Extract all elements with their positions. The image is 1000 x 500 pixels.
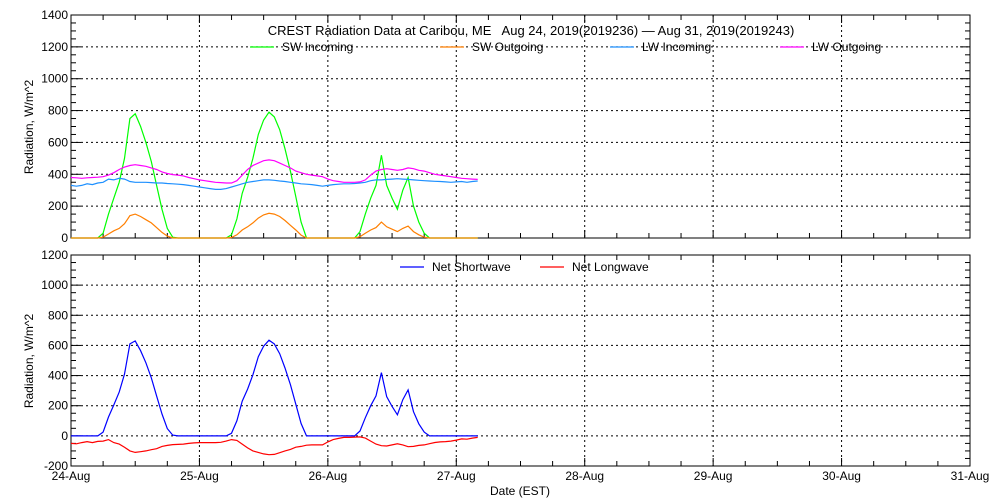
y-tick-label: 1000 [41, 72, 68, 86]
series-line-net-shortwave [71, 339, 478, 437]
y-tick-label: 1200 [41, 40, 68, 54]
chart-title: CREST Radiation Data at Caribou, ME Aug … [268, 23, 795, 38]
legend-label: Net Shortwave [432, 260, 511, 274]
series-line-sw-incoming [71, 111, 478, 239]
y-tick-label: -200 [44, 459, 68, 473]
y-tick-label: 600 [48, 135, 68, 149]
x-tick-label: 27-Aug [437, 469, 476, 483]
plot-frame [70, 254, 971, 467]
y-tick-label: 0 [61, 231, 68, 245]
x-tick-label: 25-Aug [180, 469, 219, 483]
x-tick-label: 24-Aug [52, 469, 91, 483]
x-axis-label: Date (EST) [490, 484, 550, 498]
legend-label: SW Incoming [282, 40, 353, 54]
bottom-y-axis-label: Radiation, W/m^2 [22, 314, 36, 409]
series-line-lw-incoming [70, 177, 478, 190]
legend-label: LW Outgoing [812, 40, 881, 54]
y-tick-label: 800 [48, 104, 68, 118]
x-tick-label: 31-Aug [951, 469, 990, 483]
x-tick-label: 26-Aug [309, 469, 348, 483]
y-tick-label: 400 [48, 369, 68, 383]
y-tick-label: 1200 [41, 248, 68, 262]
x-tick-label: 29-Aug [694, 469, 733, 483]
y-tick-label: 200 [48, 199, 68, 213]
series-line-sw-outgoing [71, 212, 478, 239]
y-tick-label: 800 [48, 308, 68, 322]
y-tick-label: 600 [48, 338, 68, 352]
y-tick-label: 1000 [41, 278, 68, 292]
legend-label: SW Outgoing [472, 40, 543, 54]
top-panel: 0 200 400 600 800 1000 1200 1400 SW Incoming SW O… [41, 8, 971, 245]
legend-label: LW Incoming [642, 40, 711, 54]
y-tick-label: 1400 [41, 8, 68, 22]
series-line-net-longwave [70, 436, 478, 456]
legend-label: Net Longwave [572, 260, 649, 274]
y-tick-label: 400 [48, 167, 68, 181]
plot-frame [70, 14, 971, 239]
series-line-lw-outgoing [70, 159, 478, 184]
bottom-panel: -200 0 200 400 600 800 1000 1200 24-Aug 25-Aug 26-… [41, 248, 989, 483]
y-tick-label: 200 [48, 399, 68, 413]
x-tick-label: 28-Aug [565, 469, 604, 483]
x-tick-label: 30-Aug [822, 469, 861, 483]
y-tick-label: 0 [61, 429, 68, 443]
top-y-axis-label: Radiation, W/m^2 [22, 80, 36, 175]
